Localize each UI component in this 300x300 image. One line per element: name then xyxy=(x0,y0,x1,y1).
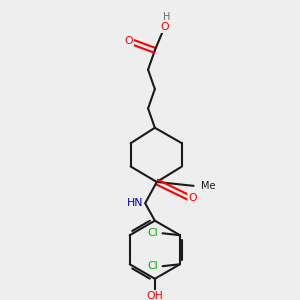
Text: O: O xyxy=(160,22,169,32)
Text: O: O xyxy=(188,194,197,203)
Text: Cl: Cl xyxy=(147,261,158,271)
Text: HN: HN xyxy=(127,198,143,208)
Text: H: H xyxy=(163,12,170,22)
Text: O: O xyxy=(124,36,133,46)
Text: OH: OH xyxy=(146,291,163,300)
Text: Cl: Cl xyxy=(147,228,158,238)
Text: Me: Me xyxy=(201,181,216,191)
